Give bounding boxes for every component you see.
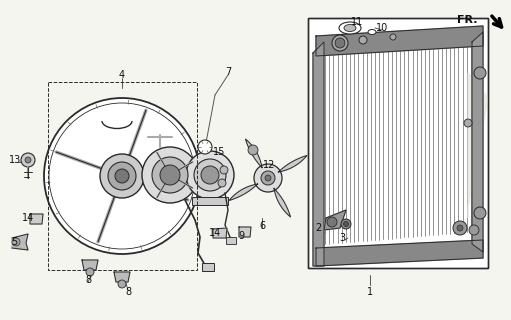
Circle shape <box>474 207 486 219</box>
Circle shape <box>474 67 486 79</box>
Text: FR.: FR. <box>457 15 478 25</box>
Circle shape <box>327 217 337 227</box>
Polygon shape <box>316 240 483 266</box>
Circle shape <box>265 175 271 181</box>
Circle shape <box>248 145 258 155</box>
Text: 8: 8 <box>85 275 91 285</box>
Circle shape <box>198 140 212 154</box>
Circle shape <box>21 153 35 167</box>
Text: 12: 12 <box>263 160 275 170</box>
Bar <box>308 18 488 268</box>
Text: 4: 4 <box>119 70 125 80</box>
Circle shape <box>332 35 348 51</box>
Text: 11: 11 <box>351 17 363 27</box>
Circle shape <box>341 219 351 229</box>
Polygon shape <box>274 188 290 217</box>
Text: 13: 13 <box>9 155 21 165</box>
Circle shape <box>186 151 234 199</box>
Polygon shape <box>12 234 28 250</box>
Text: 14: 14 <box>22 213 34 223</box>
Bar <box>308 18 488 268</box>
Circle shape <box>218 179 226 187</box>
Circle shape <box>86 268 94 276</box>
Polygon shape <box>239 227 251 237</box>
Bar <box>226 237 236 244</box>
Circle shape <box>457 225 463 231</box>
Circle shape <box>254 164 282 192</box>
Circle shape <box>464 119 472 127</box>
Polygon shape <box>114 272 130 282</box>
Text: 7: 7 <box>225 67 231 77</box>
Polygon shape <box>245 139 262 168</box>
Polygon shape <box>30 214 43 224</box>
Polygon shape <box>82 260 98 270</box>
Text: 5: 5 <box>11 237 17 247</box>
Text: 6: 6 <box>259 221 265 231</box>
Circle shape <box>390 34 396 40</box>
Text: 2: 2 <box>315 223 321 233</box>
Circle shape <box>142 147 198 203</box>
Bar <box>48 82 197 270</box>
Text: 8: 8 <box>125 287 131 297</box>
Circle shape <box>194 159 226 191</box>
Polygon shape <box>229 184 258 201</box>
Polygon shape <box>213 228 227 238</box>
Polygon shape <box>472 32 483 252</box>
Ellipse shape <box>344 25 356 31</box>
Text: 14: 14 <box>209 228 221 238</box>
Circle shape <box>359 36 367 44</box>
Bar <box>192 197 228 205</box>
Polygon shape <box>468 73 488 218</box>
Text: 15: 15 <box>213 147 225 157</box>
Polygon shape <box>324 210 346 230</box>
Text: 1: 1 <box>367 287 373 297</box>
Circle shape <box>201 166 219 184</box>
Circle shape <box>220 166 228 174</box>
Circle shape <box>469 225 479 235</box>
Bar <box>202 263 214 271</box>
Circle shape <box>343 221 349 227</box>
Polygon shape <box>313 42 324 266</box>
Text: 10: 10 <box>376 23 388 33</box>
Ellipse shape <box>339 22 361 34</box>
Circle shape <box>100 154 144 198</box>
Circle shape <box>115 169 129 183</box>
Circle shape <box>108 162 136 190</box>
Circle shape <box>152 157 188 193</box>
Circle shape <box>25 157 31 163</box>
Polygon shape <box>278 156 307 172</box>
Ellipse shape <box>368 29 376 35</box>
Circle shape <box>335 38 345 48</box>
Circle shape <box>160 165 180 185</box>
Text: 9: 9 <box>238 231 244 241</box>
Circle shape <box>261 171 275 185</box>
Circle shape <box>453 221 467 235</box>
Circle shape <box>44 98 200 254</box>
Polygon shape <box>316 26 483 56</box>
Circle shape <box>12 238 20 246</box>
Text: 3: 3 <box>339 233 345 243</box>
Circle shape <box>118 280 126 288</box>
